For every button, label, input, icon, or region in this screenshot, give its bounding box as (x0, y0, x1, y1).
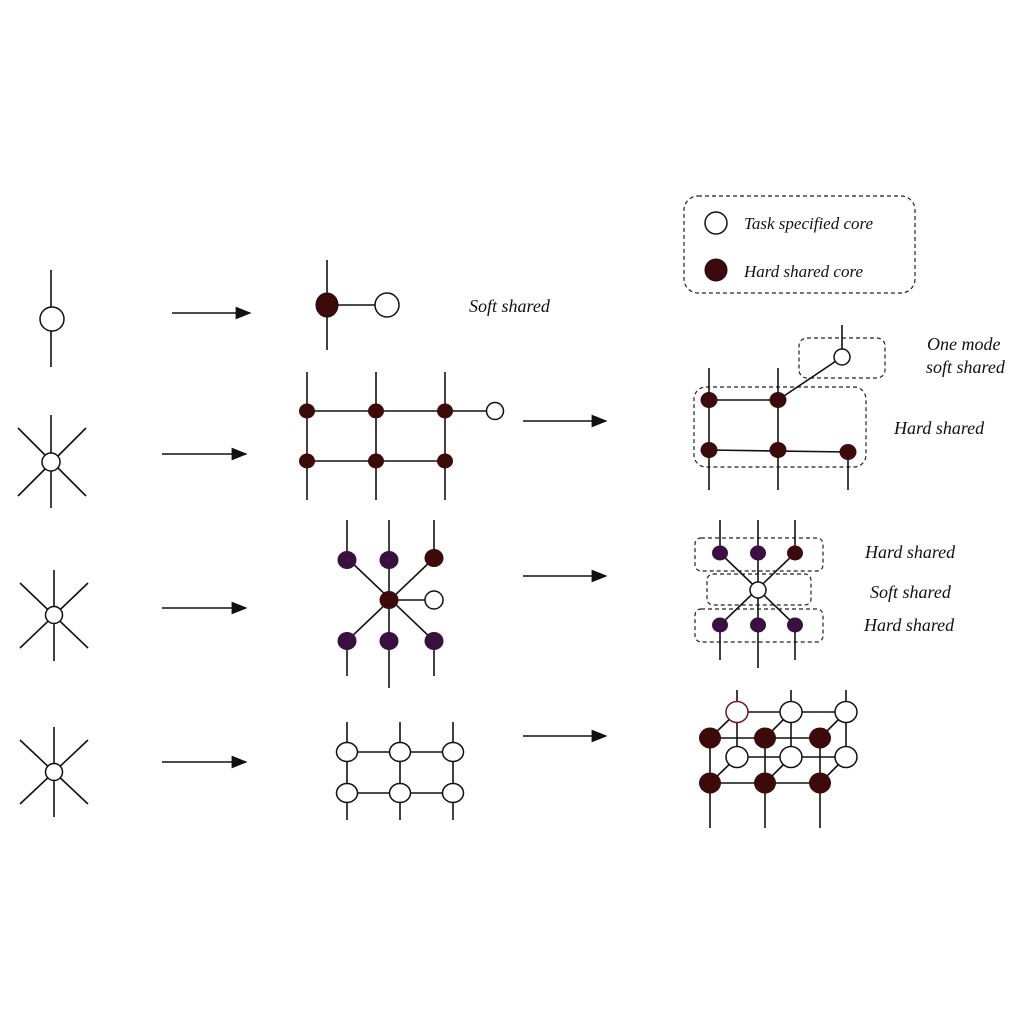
label-hard-shared-row3-top: Hard shared (864, 542, 956, 562)
legend-task-core-icon (704, 211, 728, 235)
row3-middle-network (337, 520, 444, 688)
hard-shared-box-row2 (693, 386, 867, 468)
label-hard-shared-row2: Hard shared (893, 418, 985, 438)
label-one-mode: One mode (927, 334, 1000, 354)
legend-hard-core-label: Hard shared core (743, 262, 863, 281)
legend-task-core-label: Task specified core (744, 214, 874, 233)
legend-hard-core-icon (704, 258, 728, 282)
row-1: Soft shared (39, 260, 551, 367)
row2-middle-network (299, 372, 505, 500)
row1-result (315, 260, 400, 350)
row2-right-network (693, 325, 886, 490)
soft-shared-box (706, 573, 812, 606)
label-soft-shared-one-mode: soft shared (926, 357, 1006, 377)
row4-star-node (19, 727, 89, 817)
row3-star-node (19, 570, 89, 661)
hard-shared-box-bottom (694, 608, 824, 643)
label-hard-shared-row3-bottom: Hard shared (863, 615, 955, 635)
row4-right-network (699, 690, 858, 828)
legend: Task specified core Hard shared core (683, 195, 916, 294)
row4-middle-network (335, 722, 465, 820)
row-4 (19, 690, 858, 828)
hard-shared-box-top (694, 537, 824, 572)
row-3: Hard shared Soft shared Hard shared (19, 520, 956, 688)
legend-box (683, 195, 916, 294)
row3-right-network (694, 520, 824, 668)
row-2: One mode soft shared Hard shared (17, 325, 1006, 508)
row2-star-node (17, 415, 87, 508)
label-soft-shared-row1: Soft shared (469, 296, 551, 316)
label-soft-shared-row3: Soft shared (870, 582, 952, 602)
row1-source-node (39, 270, 65, 367)
